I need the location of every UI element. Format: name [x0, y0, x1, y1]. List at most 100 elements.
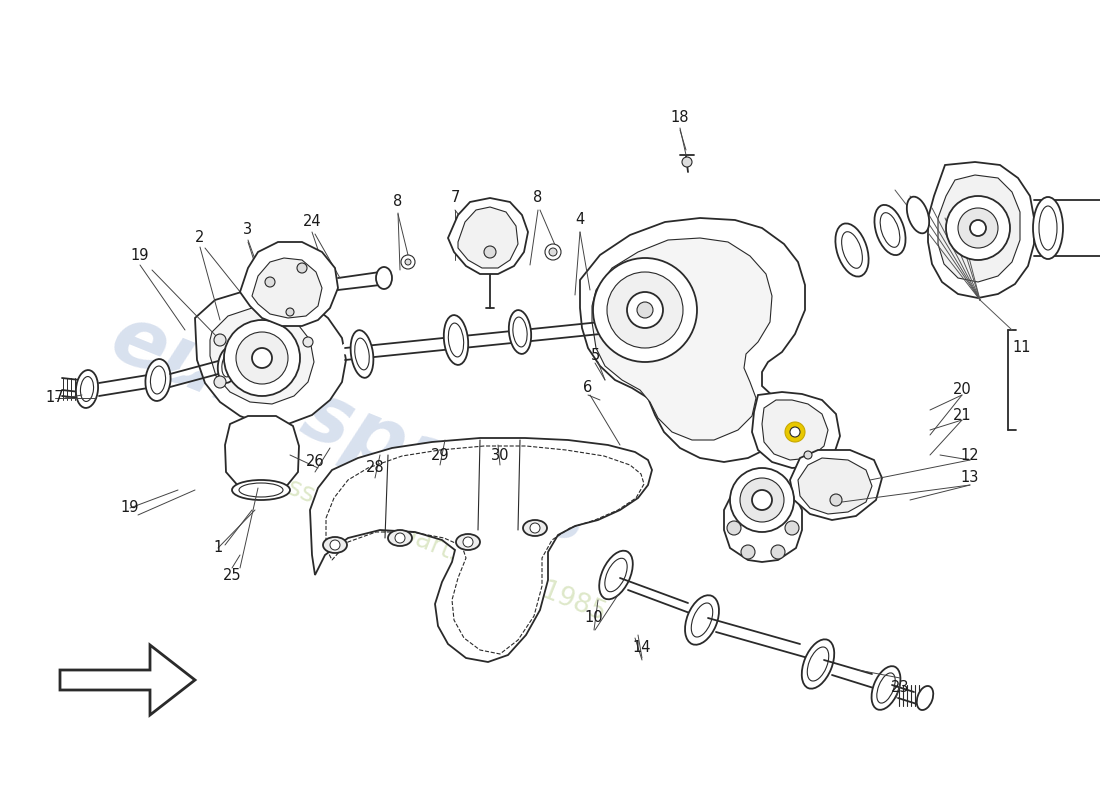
Ellipse shape — [239, 483, 283, 497]
Polygon shape — [928, 162, 1034, 298]
Circle shape — [740, 478, 784, 522]
Ellipse shape — [877, 673, 895, 703]
Text: 20: 20 — [953, 382, 971, 398]
Text: 17: 17 — [46, 390, 64, 406]
Circle shape — [302, 337, 313, 347]
Text: 12: 12 — [960, 447, 979, 462]
Circle shape — [402, 255, 415, 269]
Ellipse shape — [145, 359, 170, 401]
Text: 25: 25 — [222, 567, 241, 582]
Ellipse shape — [388, 530, 412, 546]
Circle shape — [405, 259, 411, 265]
Text: 18: 18 — [671, 110, 690, 126]
Ellipse shape — [151, 366, 166, 394]
Text: 10: 10 — [585, 610, 603, 626]
Circle shape — [214, 334, 225, 346]
Ellipse shape — [222, 353, 234, 377]
Ellipse shape — [880, 213, 900, 247]
Text: 28: 28 — [365, 461, 384, 475]
Polygon shape — [226, 416, 299, 492]
Ellipse shape — [76, 370, 98, 408]
Ellipse shape — [691, 603, 713, 637]
Ellipse shape — [522, 520, 547, 536]
Circle shape — [484, 246, 496, 258]
Polygon shape — [592, 238, 772, 440]
Ellipse shape — [906, 197, 930, 234]
Ellipse shape — [685, 595, 719, 645]
Ellipse shape — [456, 534, 480, 550]
Ellipse shape — [323, 537, 346, 553]
Circle shape — [395, 533, 405, 543]
Text: 21: 21 — [953, 407, 971, 422]
Ellipse shape — [443, 315, 469, 365]
Ellipse shape — [351, 330, 373, 378]
Circle shape — [463, 537, 473, 547]
Circle shape — [593, 258, 697, 362]
Text: 26: 26 — [306, 454, 324, 470]
Polygon shape — [798, 458, 872, 514]
Polygon shape — [448, 198, 528, 274]
Text: 4: 4 — [575, 213, 584, 227]
Polygon shape — [580, 218, 805, 462]
Polygon shape — [752, 392, 840, 468]
Circle shape — [297, 263, 307, 273]
Circle shape — [549, 248, 557, 256]
Circle shape — [682, 157, 692, 167]
Polygon shape — [762, 400, 828, 460]
Circle shape — [214, 376, 225, 388]
Polygon shape — [195, 290, 346, 424]
Ellipse shape — [874, 205, 905, 255]
Text: 8: 8 — [534, 190, 542, 206]
Text: 11: 11 — [1013, 341, 1032, 355]
Circle shape — [785, 422, 805, 442]
Circle shape — [958, 208, 998, 248]
Text: 13: 13 — [960, 470, 979, 486]
Ellipse shape — [232, 480, 290, 500]
Circle shape — [286, 308, 294, 316]
Circle shape — [946, 196, 1010, 260]
Text: 5: 5 — [591, 347, 600, 362]
Ellipse shape — [842, 232, 862, 268]
Polygon shape — [938, 175, 1020, 282]
Ellipse shape — [802, 639, 834, 689]
Ellipse shape — [80, 377, 94, 402]
Text: 30: 30 — [491, 447, 509, 462]
Circle shape — [804, 451, 812, 459]
Circle shape — [544, 244, 561, 260]
Circle shape — [970, 220, 986, 236]
Text: 23: 23 — [891, 681, 910, 695]
Polygon shape — [790, 450, 882, 520]
Polygon shape — [724, 488, 802, 562]
Text: 7: 7 — [450, 190, 460, 206]
Circle shape — [741, 545, 755, 559]
Text: 29: 29 — [431, 447, 449, 462]
Polygon shape — [458, 207, 518, 268]
Ellipse shape — [1040, 206, 1057, 250]
Ellipse shape — [376, 267, 392, 289]
Text: 6: 6 — [583, 381, 593, 395]
Ellipse shape — [509, 310, 531, 354]
Text: 14: 14 — [632, 641, 651, 655]
Circle shape — [224, 320, 300, 396]
Ellipse shape — [449, 323, 464, 357]
Text: 2: 2 — [196, 230, 205, 245]
Circle shape — [730, 468, 794, 532]
Ellipse shape — [218, 347, 239, 383]
Polygon shape — [252, 258, 322, 318]
Ellipse shape — [605, 558, 627, 592]
Text: 24: 24 — [302, 214, 321, 230]
Ellipse shape — [807, 647, 828, 681]
Ellipse shape — [354, 338, 370, 370]
Ellipse shape — [871, 666, 901, 710]
Polygon shape — [310, 438, 652, 662]
Ellipse shape — [916, 686, 933, 710]
Ellipse shape — [1033, 197, 1063, 259]
Circle shape — [785, 521, 799, 535]
Circle shape — [627, 292, 663, 328]
Text: 19: 19 — [131, 247, 150, 262]
Circle shape — [637, 302, 653, 318]
Circle shape — [607, 272, 683, 348]
Ellipse shape — [513, 317, 527, 347]
Polygon shape — [240, 242, 338, 326]
Text: 19: 19 — [121, 501, 140, 515]
